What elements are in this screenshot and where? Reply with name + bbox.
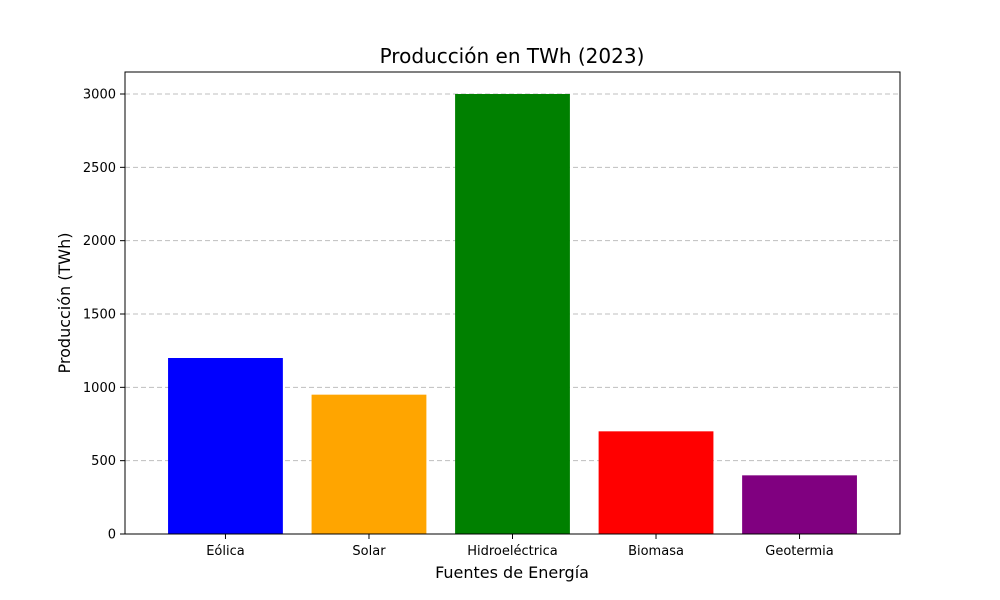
bar xyxy=(742,475,857,534)
y-axis-ticks: 0 500 1000 1500 2000 2500 3000 xyxy=(83,88,125,543)
x-tick-label: Hidroeléctrica xyxy=(467,544,558,559)
bar xyxy=(168,358,283,534)
y-tick-label: 2500 xyxy=(83,161,116,176)
bars xyxy=(168,94,857,534)
y-tick-label: 500 xyxy=(91,454,116,469)
x-tick-label: Solar xyxy=(352,544,386,559)
y-tick-label: 1500 xyxy=(83,308,116,323)
bar xyxy=(311,394,427,534)
bar xyxy=(598,431,714,534)
bar xyxy=(455,94,570,534)
y-tick-label: 3000 xyxy=(83,88,116,103)
x-tick-label: Biomasa xyxy=(628,544,684,559)
x-axis-label: Fuentes de Energía xyxy=(435,563,589,582)
chart-title: Producción en TWh (2023) xyxy=(380,44,645,68)
y-axis-label: Producción (TWh) xyxy=(55,233,74,374)
y-tick-label: 2000 xyxy=(83,234,116,249)
x-axis-ticks: Eólica Solar Hidroeléctrica Biomasa Geotermi… xyxy=(206,534,834,559)
x-tick-label: Eólica xyxy=(206,544,245,559)
x-tick-label: Geotermia xyxy=(765,544,833,559)
y-tick-label: 0 xyxy=(108,528,116,543)
y-tick-label: 1000 xyxy=(83,381,116,396)
